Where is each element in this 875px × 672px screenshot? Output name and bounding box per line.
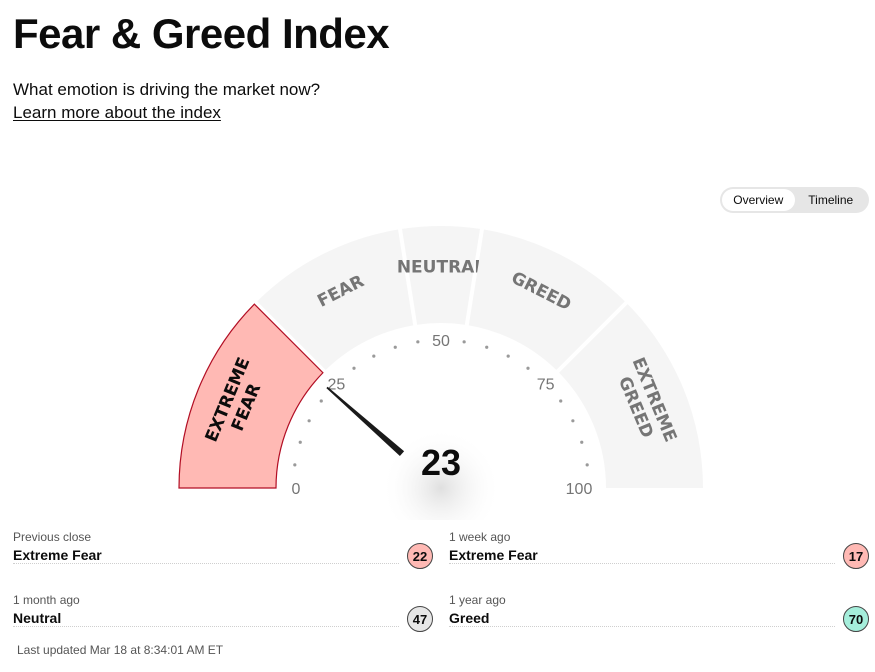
history-label: Previous close [13, 530, 92, 544]
gauge-tick-dot [526, 366, 530, 370]
history-1-year-ago: 1 year ago Greed 70 [449, 593, 869, 641]
gauge-tick-dot [393, 345, 397, 349]
gauge-segment-label: NEUTRAL [397, 258, 485, 278]
gauge-tick-dot [372, 354, 376, 358]
gauge-segment-greed [468, 229, 625, 370]
gauge-tick-dot [293, 463, 297, 467]
gauge-tick-dot [585, 463, 589, 467]
history-value-badge: 70 [843, 606, 869, 632]
gauge-tick-dot [571, 419, 575, 423]
dotted-leader [13, 563, 399, 564]
gauge-segment-extreme-fear [178, 303, 324, 489]
dotted-leader [13, 626, 399, 627]
gauge-segment-extreme-greed [559, 304, 703, 488]
gauge-tick-dot [352, 366, 356, 370]
gauge-tick-label: 0 [292, 481, 301, 498]
history-value-badge: 47 [407, 606, 433, 632]
history-previous-close: Previous close Extreme Fear 22 [13, 530, 433, 578]
gauge-tick-dot [416, 340, 420, 344]
dotted-leader [449, 563, 835, 564]
history-rating: Extreme Fear [449, 547, 538, 563]
history-value-badge: 17 [843, 543, 869, 569]
gauge-tick-label: 75 [537, 376, 555, 393]
last-updated: Last updated Mar 18 at 8:34:01 AM ET [17, 643, 224, 657]
history-1-month-ago: 1 month ago Neutral 47 [13, 593, 433, 641]
gauge-center-glow [381, 428, 501, 520]
overview-tab[interactable]: Overview [722, 189, 795, 211]
history-value-badge: 22 [407, 543, 433, 569]
view-toggle: Overview Timeline [720, 187, 869, 213]
gauge-tick-dot [580, 440, 584, 444]
dotted-leader [449, 626, 835, 627]
gauge-tick-dot [559, 399, 563, 403]
gauge-tick-dot [319, 399, 323, 403]
gauge-tick-label: 25 [327, 376, 345, 393]
fear-greed-gauge: EXTREMEFEARFEARNEUTRALGREEDEXTREMEGREED … [178, 226, 703, 520]
gauge-tick-label: 100 [566, 481, 593, 498]
history-label: 1 week ago [449, 530, 511, 544]
gauge-value: 23 [421, 442, 461, 483]
gauge-tick-dot [307, 419, 311, 423]
gauge-tick-dot [506, 354, 510, 358]
page-subtitle: What emotion is driving the market now? [13, 80, 321, 99]
gauge-segment-neutral [401, 226, 481, 325]
page-title: Fear & Greed Index [13, 10, 390, 57]
history-1-week-ago: 1 week ago Extreme Fear 17 [449, 530, 869, 578]
gauge-tick-dot [462, 340, 466, 344]
history-label: 1 month ago [13, 593, 80, 607]
gauge-tick-dot [485, 345, 489, 349]
gauge-tick-label: 50 [432, 333, 450, 350]
history-rating: Extreme Fear [13, 547, 102, 563]
history-label: 1 year ago [449, 593, 506, 607]
history-rating: Neutral [13, 610, 62, 626]
history-rating: Greed [449, 610, 490, 626]
gauge-tick-dot [298, 440, 302, 444]
learn-more-link[interactable]: Learn more about the index [13, 103, 221, 122]
gauge-needle [326, 386, 405, 457]
timeline-tab[interactable]: Timeline [808, 193, 854, 207]
gauge-segment-fear [257, 229, 414, 370]
